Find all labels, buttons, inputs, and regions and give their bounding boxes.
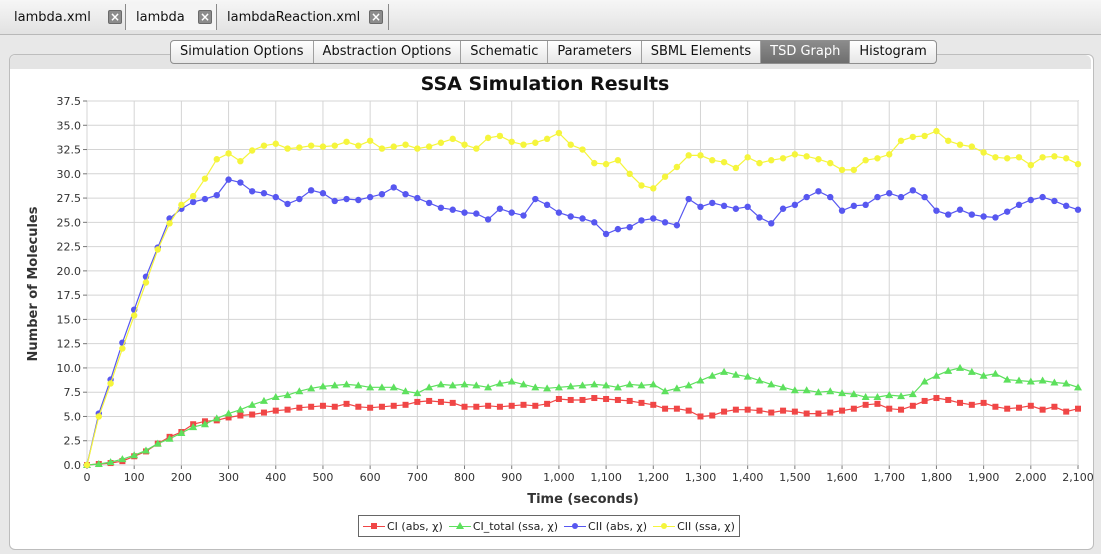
document-tab-bar: lambda.xml × lambda × lambdaReaction.xml… (0, 0, 1101, 35)
view-tab-bar: Simulation Options Abstraction Options S… (170, 40, 937, 64)
doc-tab-label: lambda (136, 9, 185, 25)
chart-legend: CI (abs, χ) CI_total (ssa, χ) CII (abs, … (358, 515, 740, 537)
doc-tab-lambda[interactable]: lambda × (126, 4, 217, 30)
tab-schematic[interactable]: Schematic (461, 41, 549, 63)
doc-tab-label: lambda.xml (14, 9, 91, 25)
close-icon[interactable]: × (198, 10, 212, 24)
doc-tab-label: lambdaReaction.xml (227, 9, 361, 25)
graph-panel (9, 54, 1094, 550)
legend-label: CI_total (ssa, χ) (472, 519, 559, 533)
legend-label: CII (ssa, χ) (677, 519, 735, 533)
legend-marker (448, 521, 471, 531)
legend-label: CI (abs, χ) (387, 519, 443, 533)
tab-sbml-elements[interactable]: SBML Elements (642, 41, 762, 63)
tab-simulation-options[interactable]: Simulation Options (171, 41, 314, 63)
close-icon[interactable]: × (369, 10, 383, 24)
legend-marker (363, 521, 385, 531)
tab-abstraction-options[interactable]: Abstraction Options (314, 41, 462, 63)
legend-marker (653, 521, 676, 531)
legend-label: CII (abs, χ) (588, 519, 648, 533)
tab-histogram[interactable]: Histogram (859, 44, 927, 59)
legend-item-cii-abs: CII (abs, χ) (564, 520, 647, 533)
doc-tab-lambdareaction-xml[interactable]: lambdaReaction.xml × (217, 4, 389, 30)
tab-parameters[interactable]: Parameters (548, 41, 642, 63)
legend-item-ci-abs: CI (abs, χ) (363, 520, 443, 533)
doc-tab-lambda-xml[interactable]: lambda.xml × (4, 4, 126, 30)
tab-tsd-graph[interactable]: TSD Graph (761, 41, 851, 63)
legend-item-cii-ssa: CII (ssa, χ) (653, 520, 735, 533)
legend-marker (564, 521, 587, 531)
close-icon[interactable]: × (108, 10, 122, 24)
legend-item-ci-total: CI_total (ssa, χ) (448, 519, 559, 533)
